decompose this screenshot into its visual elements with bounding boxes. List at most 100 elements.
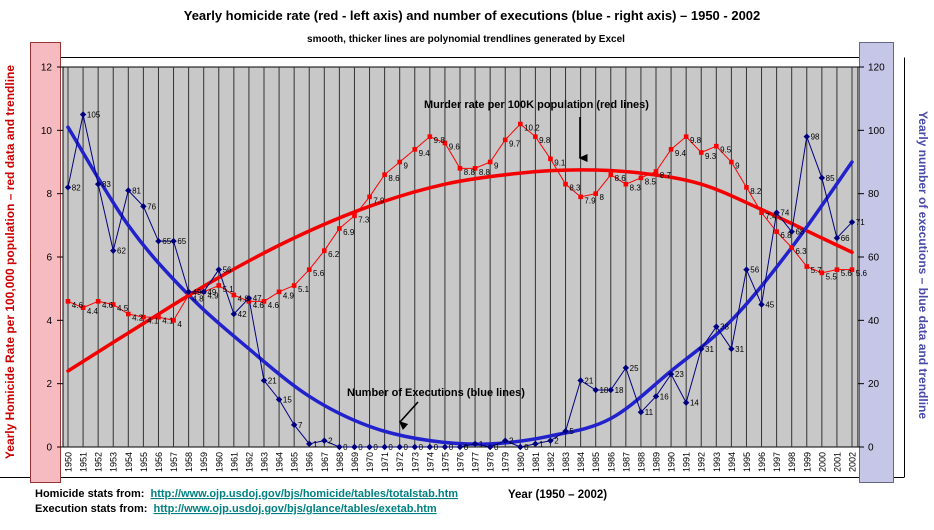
- homicide-data-point: [367, 194, 372, 200]
- year-label: 1986: [606, 452, 616, 472]
- data-point-label: 65: [177, 237, 186, 246]
- year-label: 1950: [64, 452, 74, 472]
- year-label: 1982: [546, 452, 556, 472]
- execution-stats-link[interactable]: http://www.ojp.usdoj.gov/bjs/glance/tabl…: [154, 503, 437, 515]
- homicide-data-point: [141, 314, 146, 320]
- year-label: 1992: [697, 452, 707, 472]
- homicide-data-point: [126, 311, 131, 317]
- data-point-label: 8.7: [660, 171, 672, 180]
- data-point-label: 0: [419, 443, 424, 452]
- data-point-label: 8.8: [479, 168, 491, 177]
- svg-text:Homicide stats from: http:: Homicide stats from: http://www.ojp.usdo…: [35, 488, 458, 500]
- data-point-label: 9.1: [554, 158, 566, 167]
- homicide-data-point: [563, 181, 568, 187]
- data-point-label: 8: [599, 193, 604, 202]
- homicide-data-point: [608, 172, 614, 177]
- year-label: 1996: [757, 452, 767, 472]
- trendline: [66, 168, 854, 373]
- year-label: 1973: [410, 452, 420, 472]
- chart-subtitle: smooth, thicker lines are polynomial tre…: [307, 34, 625, 45]
- homicide-data-point: [216, 283, 222, 288]
- data-point-label: 31: [735, 345, 744, 354]
- year-label: 1979: [501, 452, 511, 472]
- data-point-label: 7.9: [584, 196, 596, 205]
- homicide-data-point: [156, 314, 161, 320]
- execution-data-point: [140, 203, 147, 210]
- data-point-label: 8.6: [388, 174, 400, 183]
- data-point-label: 2: [554, 437, 559, 446]
- homicide-data-point: [352, 213, 357, 219]
- data-point-label: 56: [223, 266, 232, 275]
- homicide-data-point: [804, 264, 810, 269]
- execution-data-point: [290, 421, 298, 429]
- year-label: 1966: [305, 452, 315, 472]
- execution-data-point: [260, 377, 268, 384]
- year-label: 1991: [682, 452, 692, 472]
- homicide-data-point: [834, 267, 840, 272]
- homicide-stats-link[interactable]: http://www.ojp.usdoj.gov/bjs/homicide/ta…: [150, 488, 458, 500]
- homicide-data-point: [65, 299, 71, 304]
- blue-series-annotation: Number of Executions (blue lines): [347, 387, 525, 399]
- homicide-data-point: [653, 169, 659, 174]
- data-point-label: 4: [177, 320, 182, 329]
- left-tick-label: 2: [46, 379, 52, 390]
- year-label: 1980: [516, 452, 526, 472]
- year-label: 1999: [802, 452, 812, 472]
- data-point-label: 4.9: [207, 291, 219, 300]
- homicide-stats-label: Homicide stats from:: [35, 488, 144, 500]
- execution-data-point: [788, 228, 795, 235]
- data-point-label: 0: [403, 443, 408, 452]
- homicide-data-point: [110, 302, 116, 307]
- left-tick-label: 8: [46, 189, 52, 200]
- execution-data-point: [773, 209, 780, 216]
- homicide-data-point: [623, 181, 629, 187]
- homicide-data-point: [683, 134, 689, 139]
- year-label: 1960: [214, 452, 224, 472]
- execution-data-point: [607, 386, 614, 394]
- year-label: 1981: [531, 452, 541, 472]
- execution-data-point: [486, 443, 494, 451]
- right-tick-label: 60: [868, 253, 880, 264]
- data-point-label: 9.8: [539, 136, 551, 145]
- chart-title: Yearly homicide rate (red - left axis) a…: [184, 8, 761, 23]
- execution-data-point: [64, 184, 72, 191]
- execution-data-point: [275, 396, 283, 403]
- data-point-label: 4.4: [87, 307, 99, 316]
- data-point-label: 4.9: [283, 291, 295, 300]
- data-point-label: 16: [660, 392, 669, 401]
- data-point-label: 5.6: [856, 269, 868, 278]
- right-axis-title: Yearly number of executions – blue data …: [916, 111, 930, 419]
- data-point-label: 98: [811, 133, 820, 142]
- homicide-data-point: [548, 156, 553, 162]
- homicide-data-point: [171, 318, 176, 323]
- data-point-label: 4.1: [147, 317, 159, 326]
- homicide-data-point: [80, 305, 86, 310]
- year-label: 1972: [395, 452, 405, 472]
- homicide-data-point: [231, 292, 237, 298]
- homicide-data-point: [698, 150, 704, 155]
- execution-data-point: [396, 443, 403, 451]
- execution-data-point: [622, 364, 630, 372]
- data-point-label: 4.1: [162, 317, 174, 326]
- execution-data-point: [336, 443, 343, 451]
- data-point-label: 9.7: [509, 139, 521, 148]
- data-point-label: 0: [434, 443, 439, 452]
- data-point-label: 0: [373, 443, 378, 452]
- data-point-label: 2: [328, 437, 333, 446]
- data-point-label: 8.5: [645, 177, 657, 186]
- year-label: 1987: [621, 452, 631, 472]
- year-label: 1954: [124, 452, 134, 472]
- execution-data-point: [592, 386, 599, 394]
- data-point-label: 7.4: [765, 212, 777, 221]
- data-point-label: 5.1: [223, 285, 235, 294]
- year-labels: 1950 1951 1952 1953 1954 1955 1956 1957 1958 1959…: [64, 452, 858, 472]
- execution-data-point: [125, 187, 132, 194]
- data-point-label: 47: [253, 294, 262, 303]
- data-point-label: 5.1: [298, 285, 310, 294]
- homicide-data-point: [849, 267, 855, 272]
- data-point-label: 49: [192, 288, 201, 297]
- execution-data-point: [803, 133, 810, 140]
- data-point-label: 31: [705, 345, 714, 354]
- homicide-data-point: [593, 191, 598, 196]
